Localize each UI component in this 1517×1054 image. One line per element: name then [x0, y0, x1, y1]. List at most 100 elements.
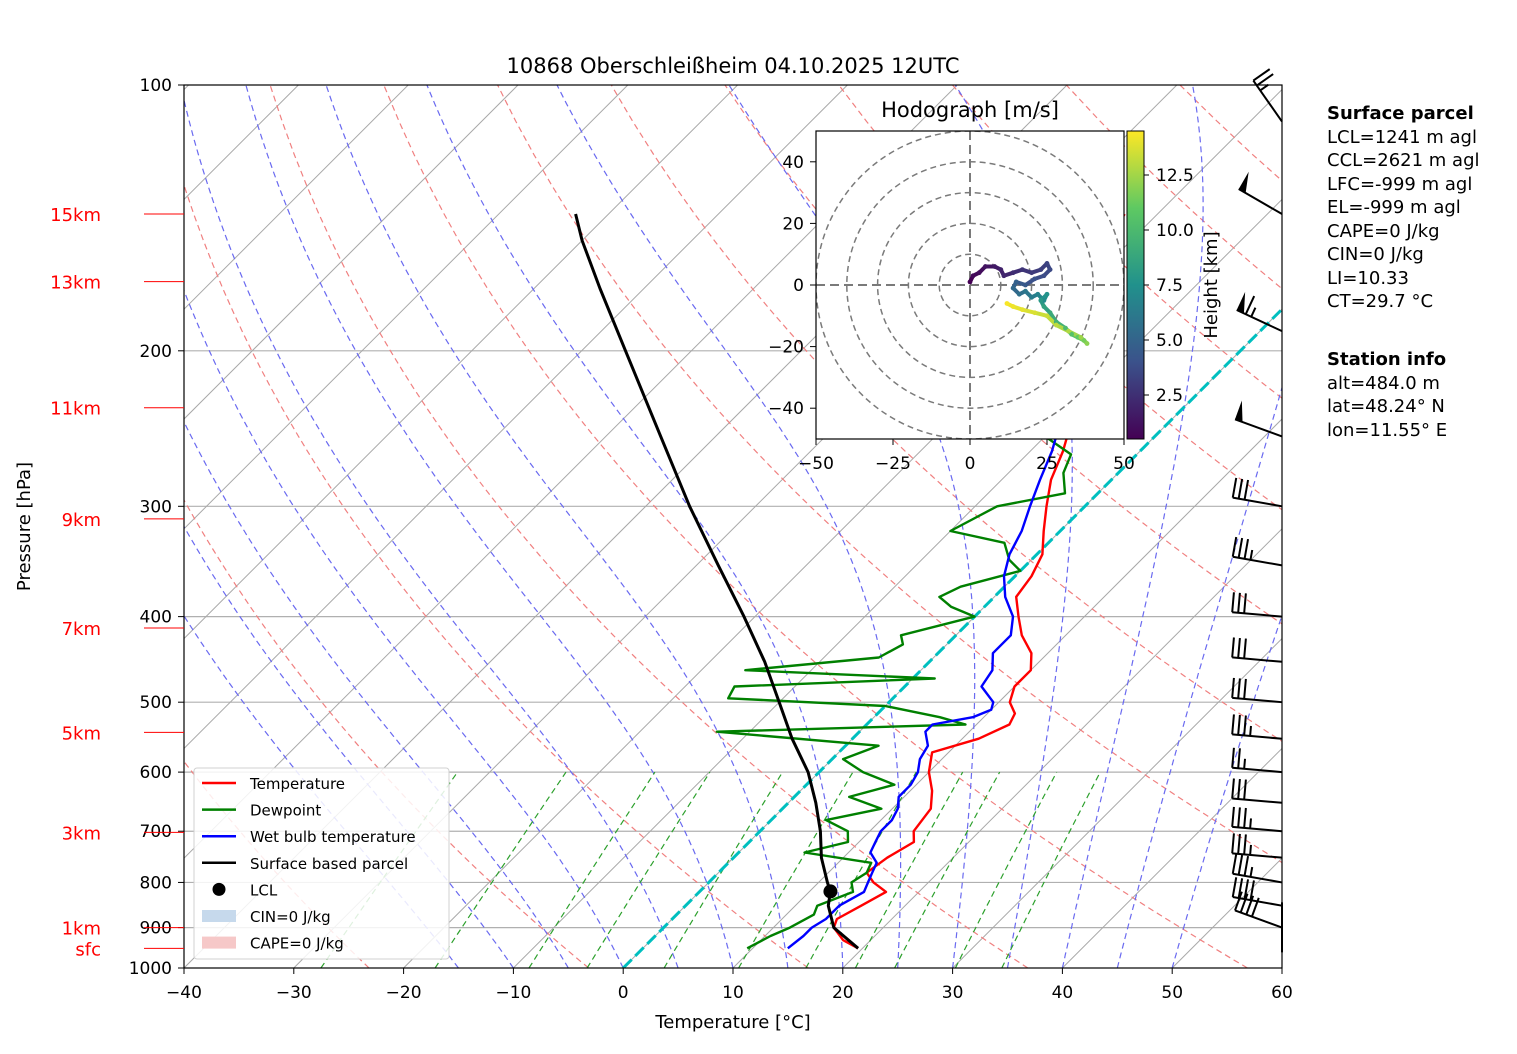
isotherm — [184, 85, 738, 640]
x-tick-label: 20 — [832, 983, 854, 1003]
station-lat: lat=48.24° N — [1327, 396, 1445, 417]
barb-flag — [1243, 779, 1247, 800]
dry-adiabat — [184, 183, 809, 968]
barb-staff — [1232, 733, 1283, 740]
x-tick-label: −20 — [386, 983, 422, 1003]
moist-adiabat — [325, 85, 789, 968]
dry-adiabat — [497, 85, 1282, 864]
dry-adiabat — [184, 498, 589, 968]
barb-flag — [1231, 592, 1235, 613]
mixing-ratio-line — [663, 771, 784, 968]
barb-flag — [1237, 537, 1244, 558]
wind-barb — [1252, 68, 1283, 123]
barb-staff — [1234, 909, 1283, 929]
hodograph-plot — [816, 131, 1124, 439]
hodograph-y-tick-label: −20 — [768, 338, 804, 358]
height-tick-label: 9km — [62, 510, 101, 531]
hodograph-x-tick-label: 0 — [965, 454, 976, 474]
hodograph-point — [1053, 322, 1059, 328]
isotherm — [184, 85, 409, 310]
hodograph-point — [976, 270, 982, 276]
legend-label: Temperature — [249, 775, 345, 793]
station-info-panel: Station info alt=484.0 m lat=48.24° N lo… — [1327, 348, 1447, 442]
hodograph-point — [1029, 294, 1034, 300]
barb-flag — [1249, 880, 1255, 901]
hodograph-point — [1023, 288, 1028, 294]
hodograph-point — [1063, 325, 1068, 331]
y-tick-label: 400 — [140, 608, 172, 628]
dry-adiabat — [269, 85, 1029, 968]
height-tick-label: 11km — [50, 399, 101, 420]
barb-staff — [1238, 188, 1283, 215]
barb-flag — [1231, 747, 1235, 768]
wind-barb — [1234, 891, 1283, 929]
barb-staff — [1232, 496, 1283, 508]
skewt-axes: 10868 Oberschleißheim 04.10.2025 12UTC −4… — [14, 54, 1293, 1033]
hodograph-point — [1016, 291, 1022, 297]
hodograph-x-tick-label: −50 — [798, 454, 834, 474]
moist-adiabat — [184, 97, 679, 968]
barb-flag — [1237, 807, 1241, 828]
moist-adiabat — [728, 85, 976, 968]
station-info-title: Station info — [1327, 349, 1447, 370]
hodograph-point — [1019, 307, 1025, 313]
colorbar-label: Height [km] — [1201, 231, 1222, 338]
height-tick-label: 5km — [62, 723, 101, 744]
y-tick-label: 1000 — [129, 959, 172, 979]
barb-flag — [1237, 748, 1241, 769]
barb-staff — [1232, 656, 1283, 663]
legend: Temperature Dewpoint Wet bulb temperature S… — [193, 767, 450, 960]
parcel-ct: CT=29.7 °C — [1327, 291, 1434, 312]
mixing-ratio-line — [738, 771, 854, 968]
barb-pennant — [1235, 400, 1243, 423]
x-tick-label: 50 — [1161, 983, 1183, 1003]
colorbar-tick-label: 7.5 — [1156, 276, 1183, 296]
hodograph-point — [1044, 261, 1050, 266]
barb-flag — [1237, 833, 1241, 854]
barb-half-flag — [1250, 307, 1257, 318]
barb-flag — [1231, 477, 1238, 498]
hodograph-point — [1084, 341, 1090, 346]
barb-half-flag — [1249, 844, 1252, 855]
hodograph-point — [1044, 291, 1050, 297]
moist-adiabat — [426, 85, 844, 968]
barb-flag — [1237, 778, 1241, 800]
barb-half-flag — [1259, 83, 1269, 92]
barb-flag — [1231, 806, 1235, 827]
wind-barb — [1231, 806, 1283, 833]
hodograph-point — [1041, 304, 1047, 309]
barb-staff — [1232, 825, 1283, 833]
barb-staff — [1232, 852, 1283, 859]
height-tick-label: 3km — [62, 823, 101, 844]
isotherm — [732, 418, 1282, 968]
moist-adiabat — [184, 420, 569, 968]
wind-barb — [1231, 477, 1283, 508]
barb-pennant — [1236, 291, 1246, 314]
barb-flag — [1243, 593, 1247, 614]
y-tick-label: 200 — [140, 342, 172, 362]
hodograph-point — [970, 273, 976, 279]
colorbar-tick-label: 5.0 — [1156, 331, 1183, 351]
wind-barb — [1236, 291, 1283, 333]
hodograph-point — [998, 267, 1004, 272]
isotherm — [184, 85, 848, 750]
hodograph-point — [967, 279, 973, 285]
height-tick-label: sfc — [75, 939, 101, 960]
moist-adiabat — [1061, 85, 1204, 968]
moist-adiabat — [184, 525, 514, 968]
legend-label: CIN=0 J/kg — [250, 908, 331, 926]
barb-flag — [1237, 637, 1241, 659]
wind-barb — [1231, 747, 1283, 774]
barb-staff — [1232, 872, 1283, 884]
hodograph-y-tick-label: 20 — [782, 214, 804, 234]
barb-staff — [1232, 611, 1283, 618]
barb-staff — [1234, 418, 1283, 438]
x-tick-label: 40 — [1052, 983, 1074, 1003]
legend-swatch — [212, 882, 226, 896]
hodograph-point — [1010, 270, 1016, 276]
hodograph-point — [983, 264, 988, 269]
hodograph-y-tick-label: 40 — [782, 153, 804, 173]
hodograph-point — [1081, 338, 1087, 343]
surface-parcel-panel: Surface parcel LCL=1241 m agl CCL=2621 m… — [1327, 102, 1480, 314]
wind-barb — [1231, 833, 1283, 859]
